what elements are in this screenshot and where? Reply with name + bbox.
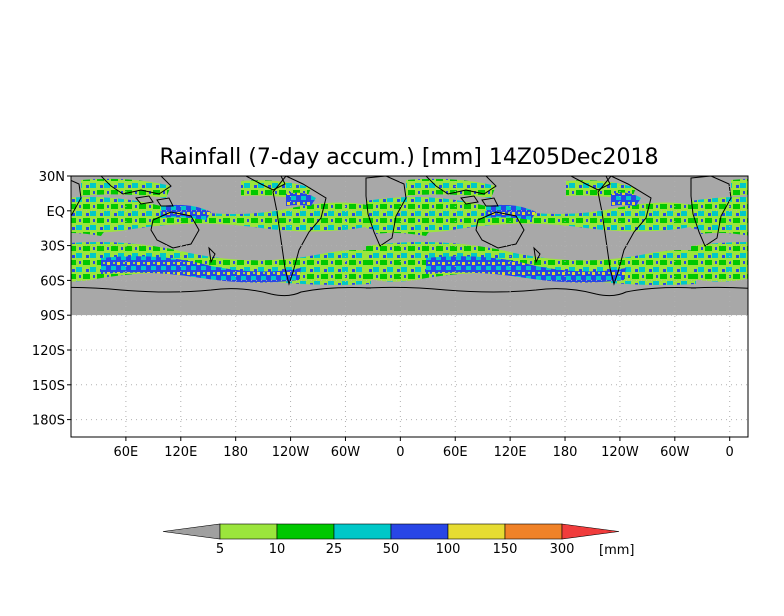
heavy-rain-band <box>611 192 641 206</box>
colorbar-swatch <box>219 523 278 540</box>
indonesia-outline <box>460 195 499 207</box>
coastlines <box>365 176 697 297</box>
rain-band <box>376 214 436 236</box>
new-zealand-outline <box>533 246 541 264</box>
colorbar-swatch <box>390 523 449 540</box>
map-title: Rainfall (7-day accum.) [mm] 14Z05Dec201… <box>159 145 658 170</box>
x-tick-label: 180 <box>553 445 578 460</box>
rain-field <box>365 176 697 297</box>
y-tick-label: EQ <box>47 205 65 220</box>
colorbar-label: 5 <box>216 542 224 557</box>
colorbar-unit: [mm] <box>599 543 634 558</box>
australia-outline <box>475 211 525 249</box>
colorbar-label: 25 <box>326 542 343 557</box>
antarctica-coastline <box>71 286 372 297</box>
north-america-outline <box>570 176 611 191</box>
rain-field <box>71 176 372 297</box>
x-tick-label: 180 <box>223 445 248 460</box>
heavy-rain-band <box>101 256 301 283</box>
heavy-rain-band <box>486 204 536 220</box>
africa-outline <box>690 176 732 247</box>
heavy-rain-band <box>286 192 316 206</box>
rain-band <box>691 242 748 282</box>
x-axis: 60E 120E 180 120W 60W 0 60E 120E 180 120W 60W 0 <box>114 437 734 460</box>
colorbar-label: 150 <box>493 542 518 557</box>
x-tick-label: 60W <box>331 445 361 460</box>
rain-band <box>406 178 496 198</box>
colorbar-label: 50 <box>383 542 400 557</box>
africa-outline <box>365 176 407 247</box>
south-america-outline <box>272 176 327 286</box>
x-tick-label: 120E <box>164 445 197 460</box>
colorbar-label: 100 <box>436 542 461 557</box>
colorbar-max-arrow <box>561 523 620 540</box>
rain-band <box>81 178 171 198</box>
heavy-rain-band <box>751 256 784 282</box>
rainfall-map <box>71 176 784 316</box>
x-tick-label: 0 <box>726 445 734 460</box>
australia-outline <box>150 211 200 249</box>
rain-band <box>71 214 111 236</box>
x-tick-label: 0 <box>396 445 404 460</box>
y-tick-label: 30N <box>39 170 65 185</box>
colorbar-min-arrow <box>162 523 221 540</box>
rain-band <box>731 179 748 196</box>
y-tick-label: 30S <box>40 240 65 255</box>
y-tick-label: 90S <box>40 309 65 324</box>
grid-lines <box>71 176 748 437</box>
y-tick-label: 180S <box>32 414 65 429</box>
y-tick-label: 120S <box>32 344 65 359</box>
coastlines <box>71 176 372 297</box>
x-tick-label: 120W <box>601 445 639 460</box>
colorbar-label: 300 <box>550 542 575 557</box>
colorbar-swatch <box>504 523 563 540</box>
x-tick-label: 60E <box>114 445 139 460</box>
x-tick-label: 120W <box>272 445 310 460</box>
colorbar-swatch <box>333 523 392 540</box>
asia-outline <box>751 176 784 194</box>
rain-band <box>701 214 748 236</box>
rain-field <box>690 176 784 289</box>
heavy-rain-band <box>161 204 211 220</box>
heavy-rain-band <box>426 256 626 283</box>
asia-outline <box>100 176 172 195</box>
colorbar-swatch <box>276 523 335 540</box>
x-tick-label: 60E <box>443 445 468 460</box>
x-tick-label: 60W <box>660 445 690 460</box>
plot-frame <box>70 175 749 438</box>
colorbar-swatch <box>447 523 506 540</box>
coastlines <box>690 176 784 289</box>
colorbar: 5 10 25 50 100 150 300 [mm] <box>162 523 634 558</box>
antarctica-coastline <box>365 286 697 297</box>
x-tick-label: 120E <box>494 445 527 460</box>
new-zealand-outline <box>208 246 216 264</box>
y-tick-label: 150S <box>32 379 65 394</box>
africa-outline <box>71 179 82 219</box>
y-tick-label: 60S <box>40 274 65 289</box>
indonesia-outline <box>135 195 174 207</box>
colorbar-label: 10 <box>269 542 286 557</box>
asia-outline <box>425 176 497 195</box>
north-america-outline <box>245 176 286 191</box>
south-america-outline <box>597 176 652 286</box>
rain-band <box>71 197 371 233</box>
y-axis: 30N EQ 30S 60S 90S 120S 150S 180S <box>32 170 71 429</box>
